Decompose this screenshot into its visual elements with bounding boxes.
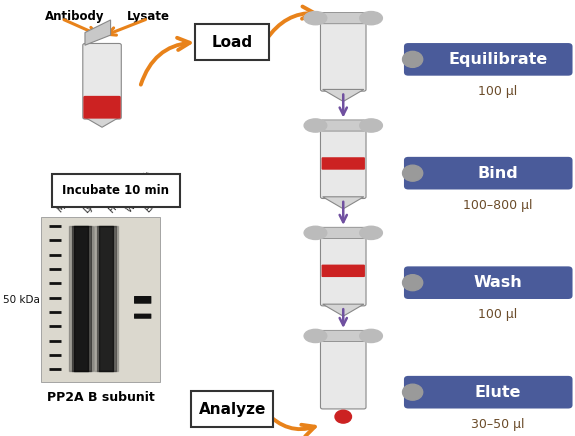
FancyBboxPatch shape (404, 157, 573, 190)
Text: Incubate 10 min: Incubate 10 min (62, 184, 169, 197)
FancyBboxPatch shape (321, 330, 365, 341)
FancyBboxPatch shape (134, 313, 151, 319)
Text: Equilibrate: Equilibrate (448, 52, 547, 67)
Ellipse shape (402, 275, 423, 291)
Ellipse shape (304, 119, 327, 132)
Ellipse shape (360, 119, 382, 132)
FancyBboxPatch shape (52, 174, 179, 207)
Ellipse shape (335, 410, 351, 423)
Text: 30–50 µl: 30–50 µl (471, 418, 524, 431)
FancyBboxPatch shape (41, 218, 160, 382)
FancyBboxPatch shape (404, 43, 573, 76)
Text: Wash: Wash (125, 191, 148, 215)
FancyBboxPatch shape (321, 120, 365, 131)
Ellipse shape (360, 11, 382, 25)
FancyBboxPatch shape (134, 296, 151, 304)
Text: Elute: Elute (474, 385, 521, 400)
Ellipse shape (304, 226, 327, 239)
Ellipse shape (360, 226, 382, 239)
FancyBboxPatch shape (83, 96, 121, 119)
Polygon shape (323, 197, 364, 209)
Text: Wash: Wash (473, 275, 522, 290)
Text: Eluate: Eluate (143, 188, 170, 215)
FancyBboxPatch shape (321, 227, 365, 238)
Polygon shape (85, 117, 119, 127)
FancyBboxPatch shape (83, 44, 121, 119)
Text: 50 kDa: 50 kDa (3, 295, 40, 305)
Text: 100–800 µl: 100–800 µl (463, 199, 532, 212)
FancyBboxPatch shape (320, 129, 366, 198)
Ellipse shape (360, 329, 382, 343)
Text: Lysate: Lysate (126, 10, 170, 23)
Ellipse shape (402, 384, 423, 400)
Polygon shape (323, 304, 364, 316)
Text: Load: Load (212, 35, 252, 50)
Ellipse shape (304, 11, 327, 25)
Text: Marker: Marker (55, 186, 83, 215)
Text: Analyze: Analyze (198, 402, 266, 417)
Text: 100 µl: 100 µl (478, 308, 518, 321)
Polygon shape (323, 89, 364, 102)
Text: Antibody: Antibody (45, 10, 105, 23)
Text: Flowthrough: Flowthrough (106, 169, 152, 215)
Ellipse shape (402, 51, 423, 67)
FancyBboxPatch shape (191, 392, 273, 427)
Polygon shape (85, 20, 110, 45)
Text: Lysate: Lysate (82, 188, 108, 215)
FancyBboxPatch shape (320, 21, 366, 91)
FancyBboxPatch shape (321, 13, 365, 24)
FancyBboxPatch shape (321, 157, 365, 170)
Ellipse shape (304, 329, 327, 343)
FancyBboxPatch shape (320, 236, 366, 306)
FancyBboxPatch shape (321, 265, 365, 277)
FancyBboxPatch shape (320, 339, 366, 409)
Text: 100 µl: 100 µl (478, 85, 518, 98)
Text: Bind: Bind (477, 166, 518, 181)
Ellipse shape (402, 165, 423, 181)
FancyBboxPatch shape (196, 24, 269, 60)
FancyBboxPatch shape (404, 266, 573, 299)
FancyBboxPatch shape (404, 376, 573, 409)
Text: PP2A B subunit: PP2A B subunit (47, 391, 155, 404)
